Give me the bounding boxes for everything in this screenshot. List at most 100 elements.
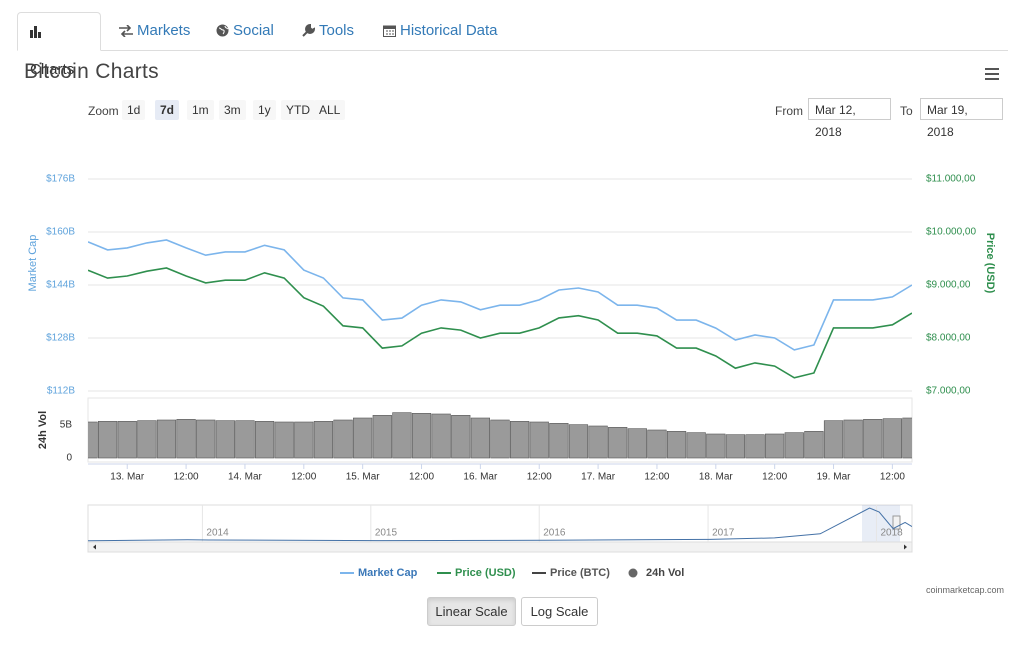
volume-axis-title: 24h Vol	[37, 411, 49, 449]
volume-bar	[333, 419, 353, 459]
zoom-button[interactable]: 3m	[219, 100, 246, 120]
x-tick-label: 15. Mar	[346, 472, 381, 483]
volume-bar	[843, 419, 863, 459]
tab-label: Charts	[30, 61, 75, 78]
grid-layer	[88, 178, 912, 392]
volume-bar	[451, 415, 471, 459]
volume-bar	[137, 420, 157, 459]
volume-bar	[823, 420, 844, 459]
from-input[interactable]: Mar 12, 2018	[808, 98, 891, 139]
volume-bar	[235, 420, 255, 459]
volume-bar	[88, 421, 98, 459]
volume-bar	[98, 421, 118, 459]
volume-bar	[608, 427, 628, 459]
y2-tick-label: $10.000,00	[926, 227, 976, 238]
scale-button[interactable]: Log Scale	[521, 597, 598, 626]
zoom-label: Zoom	[88, 104, 119, 118]
volume-tick-label: 0	[66, 453, 72, 464]
volume-bar	[706, 433, 726, 459]
zoom-button[interactable]: 7d	[155, 100, 180, 120]
volume-bar	[647, 429, 667, 459]
volume-tick-label: 5B	[60, 419, 73, 430]
zoom-button[interactable]: ALL	[314, 100, 346, 120]
volume-bar	[490, 419, 510, 459]
navigator-handle[interactable]	[892, 515, 901, 530]
scroll-left-arrow[interactable]	[93, 544, 96, 550]
x-tick-label: 12:00	[762, 472, 787, 483]
tab-label: Tools	[319, 22, 355, 39]
navigator-tick-label: 2016	[543, 528, 566, 539]
zoom-button[interactable]: YTD	[281, 100, 315, 120]
tab[interactable]: Tools	[290, 12, 366, 50]
volume-bar	[863, 419, 883, 459]
legend-label: Price (BTC)	[550, 567, 610, 579]
navigator-line	[88, 507, 912, 542]
tab[interactable]: Historical Data	[371, 12, 510, 50]
volume-bar	[392, 412, 412, 459]
volume-bar	[784, 432, 804, 459]
volume-bar	[411, 413, 432, 459]
y-tick-label: $128B	[46, 333, 75, 344]
y2-tick-label: $9.000,00	[926, 280, 971, 291]
x-tick-label: 12:00	[174, 472, 199, 483]
plot-area	[88, 239, 912, 459]
to-input[interactable]: Mar 19, 2018	[920, 98, 1003, 139]
icon	[383, 25, 396, 37]
menu-button[interactable]	[985, 68, 999, 83]
zoom-button[interactable]: 1m	[187, 100, 214, 120]
tab[interactable]: Markets	[107, 12, 202, 50]
tab-label: Historical Data	[400, 22, 498, 39]
zoom-button[interactable]: 1d	[122, 100, 146, 120]
volume-bar	[353, 417, 373, 459]
scale-button[interactable]: Linear Scale	[427, 597, 516, 626]
icon	[216, 24, 229, 37]
volume-bar	[568, 424, 589, 459]
credits[interactable]: coinmarketcap.com	[926, 585, 1005, 595]
y2-tick-label: $7.000,00	[926, 386, 971, 397]
y2-axis-title: Price (USD)	[984, 233, 996, 294]
series-line	[88, 239, 912, 351]
scrollbar[interactable]	[87, 541, 913, 553]
volume-bar	[254, 421, 275, 459]
volume-bar	[725, 434, 746, 459]
y-tick-label: $144B	[46, 280, 75, 291]
volume-bar	[372, 415, 392, 459]
x-tick-label: 18. Mar	[699, 472, 734, 483]
zoom-button[interactable]: 1y	[253, 100, 276, 120]
volume-bar	[117, 421, 137, 459]
y-tick-label: $160B	[46, 227, 75, 238]
x-tick-label: 14. Mar	[228, 472, 263, 483]
navigator-tick-label: 2015	[375, 528, 398, 539]
x-tick-label: 16. Mar	[463, 472, 498, 483]
volume-bar	[882, 418, 902, 459]
volume-bar	[765, 433, 785, 459]
volume-bar	[686, 432, 706, 459]
x-tick-label: 12:00	[644, 472, 669, 483]
volume-bar	[196, 419, 216, 459]
x-tick-label: 17. Mar	[581, 472, 616, 483]
volume-bar	[745, 434, 765, 459]
x-tick-label: 13. Mar	[110, 472, 145, 483]
tab-label: Social	[233, 22, 274, 39]
tab[interactable]: Charts	[17, 12, 101, 78]
y-tick-label: $176B	[46, 174, 75, 185]
from-label: From	[775, 104, 803, 118]
scroll-right-arrow[interactable]	[904, 544, 907, 550]
icon	[119, 24, 133, 38]
volume-bar	[470, 417, 490, 459]
volume-bar	[902, 417, 912, 459]
tab[interactable]: Social	[204, 12, 286, 50]
y-tick-label: $112B	[47, 386, 76, 397]
x-tick-label: 19. Mar	[817, 472, 852, 483]
x-tick-label: 12:00	[880, 472, 905, 483]
tab-bar: Charts Markets Social Tools Historical D…	[17, 12, 1008, 78]
volume-bar	[156, 419, 177, 459]
volume-bar	[294, 421, 314, 459]
legend-label: Price (USD)	[455, 567, 516, 579]
volume-bar	[588, 425, 608, 459]
volume-bar	[529, 421, 549, 459]
volume-bar	[313, 421, 334, 459]
x-tick-label: 12:00	[409, 472, 434, 483]
icon	[302, 23, 316, 37]
